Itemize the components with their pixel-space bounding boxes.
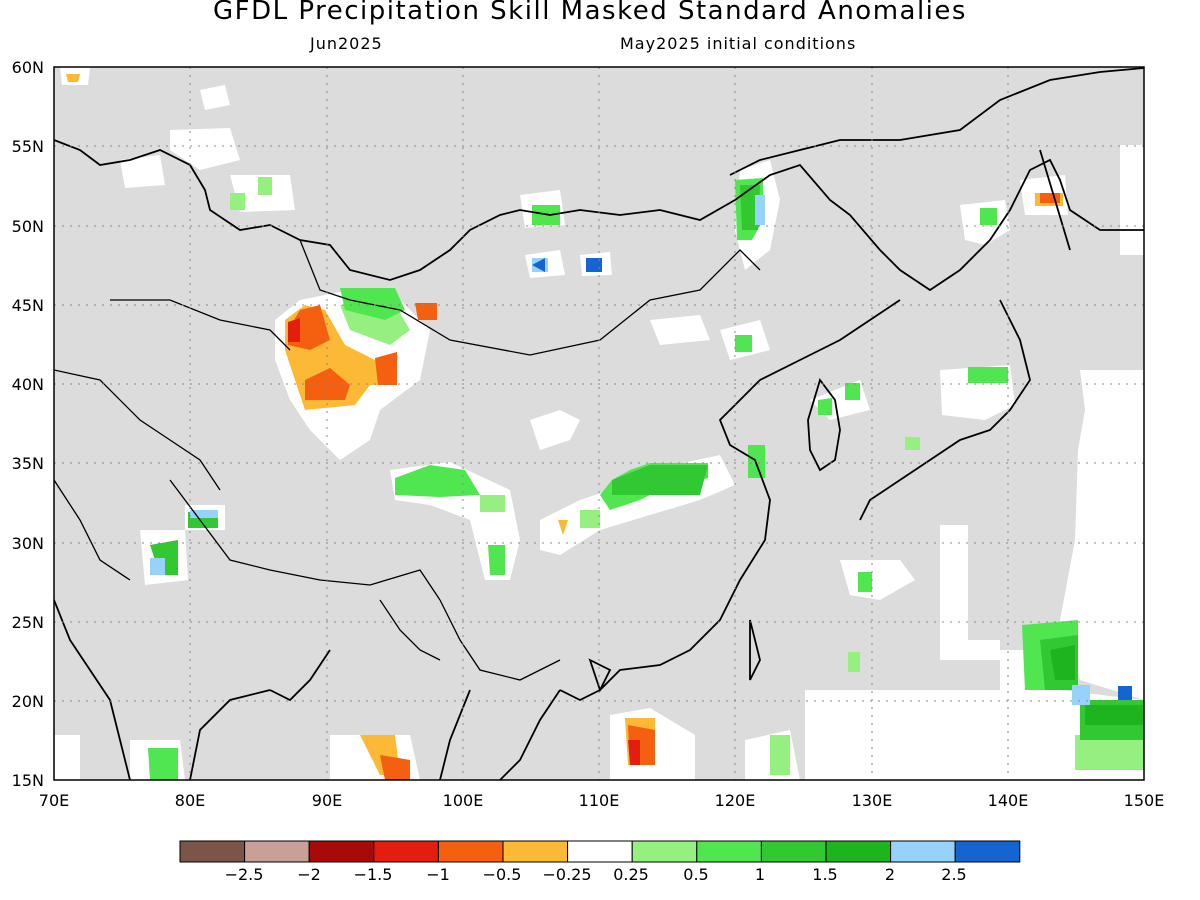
- legend-swatch: [890, 840, 956, 863]
- legend-label: 0.5: [683, 865, 708, 884]
- lon-label: 100E: [443, 791, 484, 810]
- lat-label: 35N: [12, 454, 44, 473]
- latitude-axis: 60N 55N 50N 45N 40N 35N 30N 25N 20N 15N: [12, 58, 44, 790]
- longitude-axis: 70E 80E 90E 100E 110E 120E 130E 140E 150…: [39, 791, 1165, 810]
- anomaly-blue: [150, 195, 1132, 705]
- lon-label: 80E: [175, 791, 205, 810]
- lat-label: 20N: [12, 692, 44, 711]
- legend-swatch: [244, 840, 310, 863]
- forecast-month-label: Jun2025: [310, 34, 383, 53]
- legend-swatch: [954, 840, 1021, 863]
- lat-label: 50N: [12, 217, 44, 236]
- grid-lines: [54, 67, 1144, 780]
- lat-label: 60N: [12, 58, 44, 77]
- legend-label: 2: [885, 865, 895, 884]
- legend-swatch: [373, 840, 439, 863]
- anomaly-darkest-green: [1050, 645, 1144, 725]
- lon-label: 130E: [852, 791, 893, 810]
- lat-label: 15N: [12, 771, 44, 790]
- lon-label: 150E: [1124, 791, 1165, 810]
- anomaly-warm: [66, 74, 1063, 780]
- legend-label: 0.25: [613, 865, 649, 884]
- lat-label: 45N: [12, 296, 44, 315]
- lat-label: 40N: [12, 375, 44, 394]
- legend-swatch: [696, 840, 762, 863]
- legend-label: −2: [297, 865, 321, 884]
- legend-label: −1.5: [354, 865, 393, 884]
- anomaly-fields: [54, 67, 1144, 780]
- lon-label: 90E: [312, 791, 342, 810]
- lon-label: 70E: [39, 791, 69, 810]
- legend-swatch: [308, 840, 375, 863]
- legend-label: −0.25: [542, 865, 591, 884]
- lat-label: 30N: [12, 534, 44, 553]
- country-borders: [54, 239, 761, 681]
- color-legend: [179, 840, 1021, 863]
- legend-swatch: [760, 840, 827, 863]
- legend-label: −2.5: [225, 865, 264, 884]
- legend-swatch: [825, 840, 892, 863]
- lon-label: 120E: [715, 791, 756, 810]
- legend-swatch: [502, 840, 569, 863]
- legend-label: 1.5: [812, 865, 837, 884]
- coastlines: [54, 67, 1144, 780]
- lon-label: 140E: [988, 791, 1029, 810]
- legend-label: 2.5: [941, 865, 966, 884]
- legend-label: −0.5: [483, 865, 522, 884]
- legend-label: −1: [426, 865, 450, 884]
- legend-swatch: [567, 840, 633, 863]
- lon-label: 110E: [579, 791, 620, 810]
- legend-label: 1: [755, 865, 765, 884]
- map-frame: [53, 66, 1145, 781]
- map-background: [54, 67, 1144, 780]
- chart-title: GFDL Precipitation Skill Masked Standard…: [213, 0, 967, 26]
- lat-label: 25N: [12, 613, 44, 632]
- initial-conditions-label: May2025 initial conditions: [620, 34, 857, 53]
- legend-swatch: [631, 840, 698, 863]
- legend-swatch: [179, 840, 246, 863]
- color-legend-labels: −2.5 −2 −1.5 −1 −0.5 −0.25 0.25 0.5 1 1.…: [225, 865, 967, 884]
- legend-swatch: [437, 840, 504, 863]
- lat-label: 55N: [12, 137, 44, 156]
